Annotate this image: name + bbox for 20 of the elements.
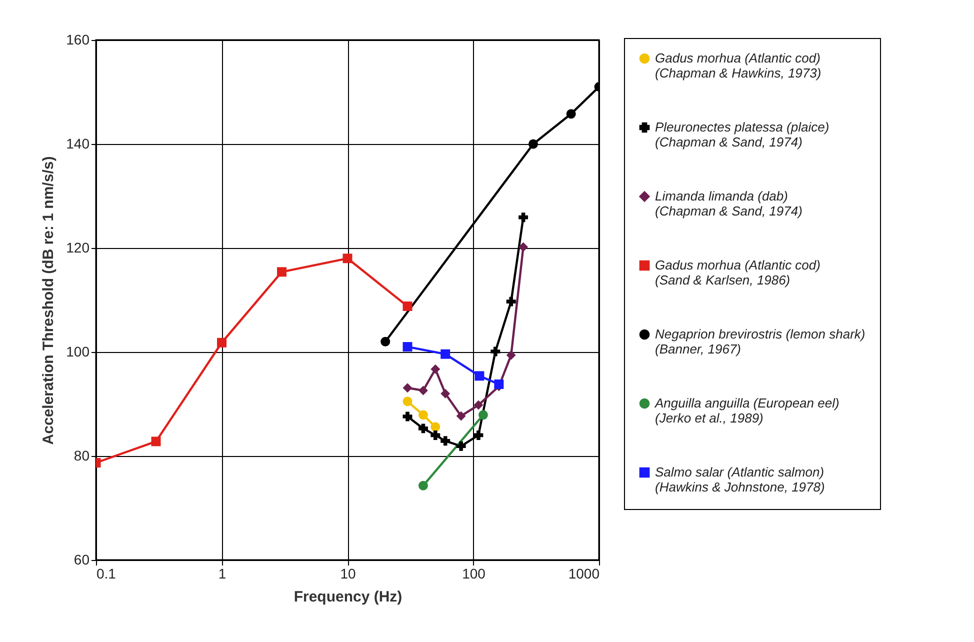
y-tick-label: 80 (74, 448, 90, 464)
legend-label: Limanda limanda (dab) (Chapman & Sand, 1974) (655, 188, 802, 218)
y-tick-label: 140 (66, 136, 90, 152)
x-axis-title: Frequency (Hz) (294, 588, 402, 606)
x-tick-label: 10 (340, 566, 356, 582)
y-tick-label: 60 (74, 552, 90, 568)
x-tick-label: 1 (218, 566, 226, 582)
legend-label: Salmo salar (Atlantic salmon) (Hawkins & Johnstone, 1978) (655, 464, 825, 494)
y-tick-label: 100 (66, 344, 90, 360)
y-tick-label: 160 (66, 32, 90, 48)
y-axis-title: Acceleration Threshold (dB re: 1 nm/s/s) (40, 156, 58, 445)
x-tick-label: 0.1 (96, 566, 116, 582)
x-tick-label: 1000 (568, 566, 600, 582)
legend-label: Pleuronectes platessa (plaice) (Chapman & Sand, 1974) (655, 120, 830, 150)
x-tick-label: 100 (462, 566, 486, 582)
legend-label: Gadus morhua (Atlantic cod) (Chapman & Hawkins, 1973) (655, 50, 822, 80)
legend-label: Gadus morhua (Atlantic cod) (Sand & Karlsen, 1986) (655, 258, 820, 288)
legend-label: Negaprion brevirostris (lemon shark) (Banner, 1967) (655, 326, 866, 356)
legend-label: Anguilla anguilla (European eel) (Jerko et al., 1989) (654, 396, 840, 426)
y-tick-label: 120 (66, 240, 90, 256)
